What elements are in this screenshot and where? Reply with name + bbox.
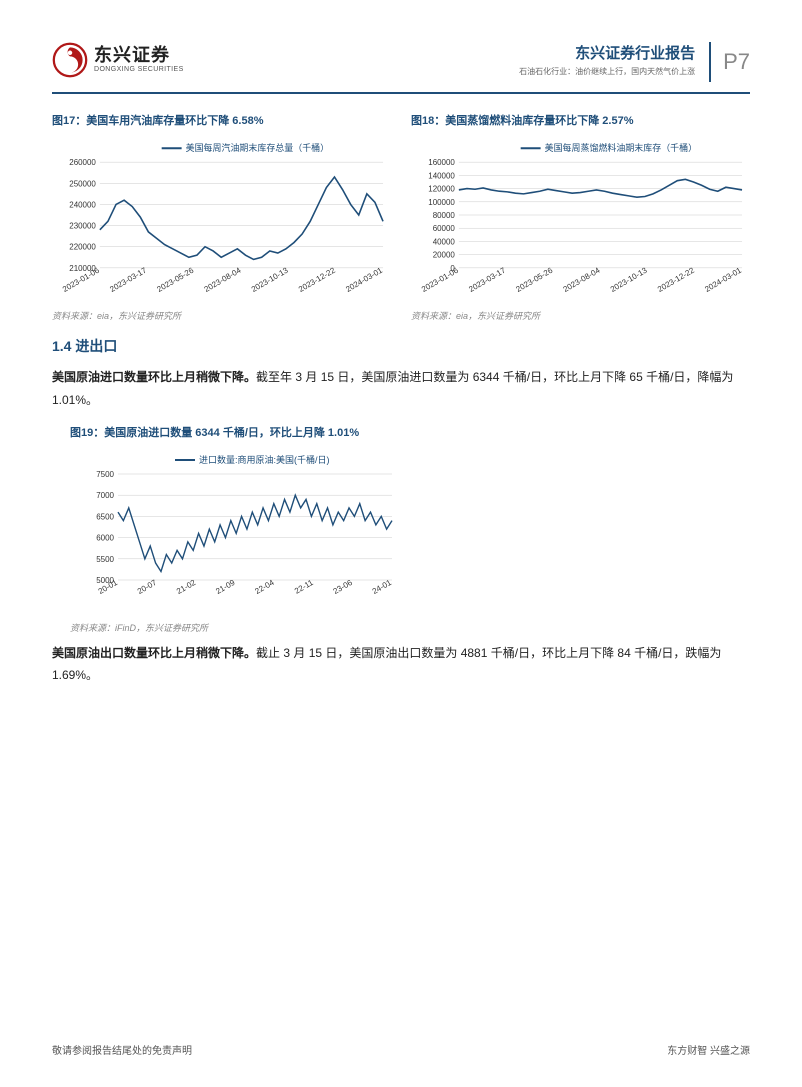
chart18-svg: 美国每周蒸馏燃料油期末库存（千桶）02000040000600008000010… (411, 138, 750, 298)
logo-cn-text: 东兴证券 (94, 46, 184, 66)
chart19-svg: 进口数量:商用原油:美国(千桶/日)5000550060006500700075… (70, 450, 400, 610)
svg-text:2023-08-04: 2023-08-04 (203, 265, 243, 293)
svg-text:6000: 6000 (96, 533, 114, 542)
svg-text:美国每周汽油期末库存总量（千桶）: 美国每周汽油期末库存总量（千桶） (186, 142, 330, 153)
chart18-source: 资料来源：eia，东兴证券研究所 (411, 309, 750, 322)
svg-text:23-06: 23-06 (332, 577, 355, 595)
logo-en-text: DONGXING SECURITIES (94, 66, 184, 74)
svg-text:24-01: 24-01 (371, 577, 394, 595)
report-subtitle: 石油石化行业：油价继续上行，国内天然气价上涨 (519, 66, 695, 77)
section-title: 1.4 进出口 (52, 336, 750, 356)
svg-text:40000: 40000 (433, 237, 456, 246)
svg-text:2023-05-26: 2023-05-26 (155, 265, 195, 293)
chart18-block: 图18：美国蒸馏燃料油库存量环比下降 2.57% 美国每周蒸馏燃料油期末库存（千… (411, 112, 750, 322)
svg-text:80000: 80000 (433, 211, 456, 220)
svg-text:21-02: 21-02 (175, 577, 198, 595)
svg-text:2024-03-01: 2024-03-01 (703, 265, 743, 293)
chart17-title: 图17：美国车用汽油库存量环比下降 6.58% (52, 112, 391, 128)
chart17-source: 资料来源：eia，东兴证券研究所 (52, 309, 391, 322)
paragraph-1: 美国原油进口数量环比上月稍微下降。截至年 3 月 15 日，美国原油进口数量为 … (52, 366, 750, 412)
chart18-title: 图18：美国蒸馏燃料油库存量环比下降 2.57% (411, 112, 750, 128)
svg-text:22-11: 22-11 (293, 577, 315, 595)
svg-text:260000: 260000 (69, 158, 96, 167)
page-header: 东兴证券 DONGXING SECURITIES 东兴证券行业报告 石油石化行业… (52, 42, 750, 94)
svg-text:2023-03-17: 2023-03-17 (467, 265, 507, 293)
svg-text:7500: 7500 (96, 470, 114, 479)
report-title: 东兴证券行业报告 (519, 42, 695, 63)
chart17-svg: 美国每周汽油期末库存总量（千桶）210000220000230000240000… (52, 138, 391, 298)
chart19-source: 资料来源：iFinD，东兴证券研究所 (70, 621, 400, 634)
svg-text:220000: 220000 (69, 243, 96, 252)
chart19-block: 图19：美国原油进口数量 6344 千桶/日，环比上月降 1.01% 进口数量:… (70, 424, 400, 634)
svg-text:2024-03-01: 2024-03-01 (344, 265, 384, 293)
footer-right: 东方财智 兴盛之源 (667, 1042, 750, 1057)
svg-text:160000: 160000 (428, 158, 455, 167)
svg-text:进口数量:商用原油:美国(千桶/日): 进口数量:商用原油:美国(千桶/日) (199, 454, 330, 465)
chart17-block: 图17：美国车用汽油库存量环比下降 6.58% 美国每周汽油期末库存总量（千桶）… (52, 112, 391, 322)
para2-bold: 美国原油出口数量环比上月稍微下降。 (52, 646, 256, 660)
svg-text:2023-10-13: 2023-10-13 (609, 265, 649, 293)
svg-text:230000: 230000 (69, 222, 96, 231)
svg-text:240000: 240000 (69, 200, 96, 209)
svg-text:140000: 140000 (428, 171, 455, 180)
svg-text:120000: 120000 (428, 185, 455, 194)
page-footer: 敬请参阅报告结尾处的免责声明 东方财智 兴盛之源 (52, 1042, 750, 1057)
svg-text:21-09: 21-09 (214, 577, 237, 595)
page-number: P7 (723, 49, 750, 75)
para1-bold: 美国原油进口数量环比上月稍微下降。 (52, 370, 256, 384)
svg-text:20-07: 20-07 (136, 577, 159, 595)
svg-text:2023-08-04: 2023-08-04 (562, 265, 602, 293)
company-logo-icon (52, 42, 88, 78)
svg-text:100000: 100000 (428, 198, 455, 207)
svg-text:2023-10-13: 2023-10-13 (250, 265, 290, 293)
svg-text:2023-01-06: 2023-01-06 (420, 265, 460, 293)
chart19-title: 图19：美国原油进口数量 6344 千桶/日，环比上月降 1.01% (70, 424, 400, 440)
svg-text:60000: 60000 (433, 224, 456, 233)
footer-left: 敬请参阅报告结尾处的免责声明 (52, 1042, 192, 1057)
svg-text:2023-05-26: 2023-05-26 (514, 265, 554, 293)
svg-text:2023-03-17: 2023-03-17 (108, 265, 148, 293)
svg-text:7000: 7000 (96, 491, 114, 500)
svg-text:2023-12-22: 2023-12-22 (656, 265, 696, 293)
svg-text:20000: 20000 (433, 251, 456, 260)
svg-text:美国每周蒸馏燃料油期末库存（千桶）: 美国每周蒸馏燃料油期末库存（千桶） (545, 142, 697, 153)
logo-block: 东兴证券 DONGXING SECURITIES (52, 42, 184, 78)
svg-text:250000: 250000 (69, 179, 96, 188)
svg-text:5500: 5500 (96, 554, 114, 563)
paragraph-2: 美国原油出口数量环比上月稍微下降。截止 3 月 15 日，美国原油出口数量为 4… (52, 642, 750, 688)
svg-text:6500: 6500 (96, 512, 114, 521)
svg-text:2023-12-22: 2023-12-22 (297, 265, 337, 293)
svg-text:22-04: 22-04 (253, 577, 276, 595)
